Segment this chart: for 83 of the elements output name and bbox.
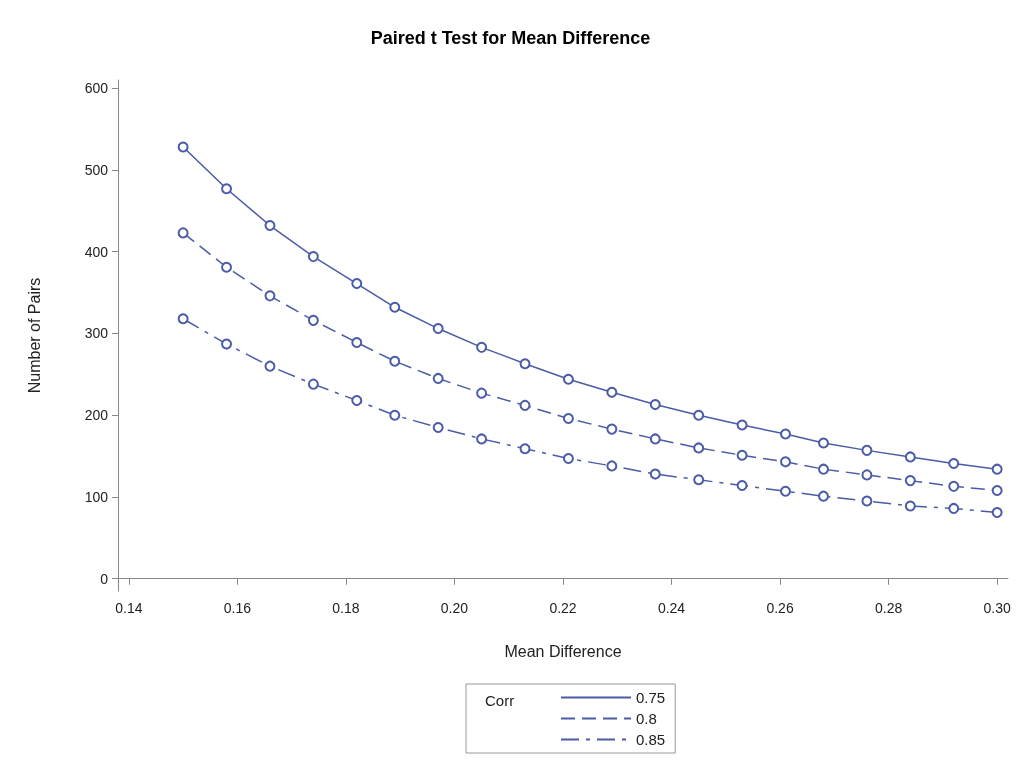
y-tick-label: 300 xyxy=(84,325,109,342)
point xyxy=(562,453,574,465)
point xyxy=(991,484,1003,496)
point xyxy=(780,485,791,497)
chart-title: Paired t Test for Mean Difference xyxy=(370,28,651,48)
legend-label: 0.75 xyxy=(636,689,666,706)
point xyxy=(264,360,276,372)
point xyxy=(736,480,748,492)
point xyxy=(307,378,319,390)
x-tick-label: 0.24 xyxy=(657,600,686,616)
point xyxy=(991,463,1003,475)
point xyxy=(389,301,401,313)
point xyxy=(818,437,829,449)
point xyxy=(307,314,319,326)
point xyxy=(562,373,574,385)
point xyxy=(736,419,748,431)
point xyxy=(389,355,401,367)
point xyxy=(606,460,618,472)
point xyxy=(351,278,363,290)
point xyxy=(519,358,531,370)
point xyxy=(818,490,829,502)
point xyxy=(307,251,319,263)
x-tick-label: 0.30 xyxy=(983,600,1011,616)
point xyxy=(649,399,661,411)
legend-label: 0.8 xyxy=(636,710,657,727)
point xyxy=(780,428,791,440)
point xyxy=(991,507,1003,519)
point xyxy=(264,220,276,232)
x-tick-label: 0.22 xyxy=(549,600,577,616)
point xyxy=(177,313,189,325)
point xyxy=(904,500,916,512)
point xyxy=(476,341,488,353)
point xyxy=(780,456,791,468)
point xyxy=(264,290,276,302)
y-tick-label: 400 xyxy=(84,243,109,260)
point xyxy=(221,183,233,195)
point xyxy=(432,323,444,335)
y-tick-label: 0 xyxy=(100,570,109,587)
x-tick-label: 0.14 xyxy=(115,600,143,616)
point xyxy=(693,474,705,486)
point xyxy=(562,412,574,424)
y-tick-label: 100 xyxy=(84,488,109,505)
x-axis-title: Mean Difference xyxy=(504,642,622,660)
x-tick-label: 0.18 xyxy=(332,600,360,616)
x-tick-label: 0.16 xyxy=(223,600,252,616)
point xyxy=(177,141,189,153)
point xyxy=(861,444,873,456)
point xyxy=(818,463,829,475)
point xyxy=(432,421,444,433)
point xyxy=(948,502,960,514)
legend-label: 0.85 xyxy=(636,731,666,748)
y-tick-label: 500 xyxy=(84,161,109,178)
point xyxy=(177,227,189,239)
point xyxy=(389,409,401,421)
point xyxy=(861,495,873,507)
point xyxy=(519,443,531,455)
x-tick-label: 0.28 xyxy=(874,600,903,616)
point xyxy=(476,387,488,399)
point xyxy=(861,469,873,481)
point xyxy=(736,449,748,461)
point xyxy=(519,399,531,411)
point xyxy=(948,480,960,492)
point xyxy=(351,395,363,406)
y-tick-label: 200 xyxy=(84,407,109,424)
point xyxy=(606,386,618,398)
y-axis-title: Number of Pairs xyxy=(25,277,43,394)
point xyxy=(904,475,916,487)
point xyxy=(351,336,363,348)
point xyxy=(221,261,233,273)
y-tick-label: 600 xyxy=(84,80,109,97)
point xyxy=(904,451,916,463)
point xyxy=(432,372,444,384)
point xyxy=(221,338,233,350)
point xyxy=(649,468,661,480)
point xyxy=(948,457,960,469)
point xyxy=(476,433,488,445)
x-tick-label: 0.26 xyxy=(766,600,794,616)
point xyxy=(693,442,705,454)
x-tick-label: 0.20 xyxy=(440,600,469,616)
legend-title: Corr xyxy=(485,692,515,709)
point xyxy=(693,409,705,421)
point xyxy=(649,433,661,445)
point xyxy=(606,423,618,435)
